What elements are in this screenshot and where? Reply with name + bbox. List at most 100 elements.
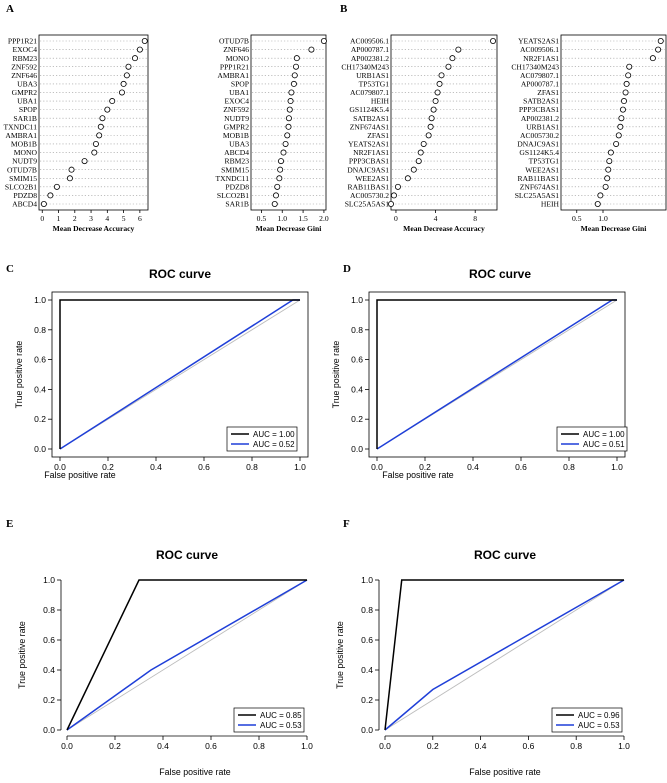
dotplot-label: OTUD7B (219, 37, 249, 46)
dotplot-point (415, 158, 422, 165)
dotplot-point (277, 166, 284, 173)
dotplot-tick-label: 4 (105, 214, 109, 223)
dotplot-point (120, 80, 127, 87)
dotplot-frame (560, 34, 667, 211)
panel-letter-c: C (6, 263, 14, 275)
roc-series-line (59, 299, 300, 449)
dotplot-label: TP53TG1 (529, 157, 560, 166)
dotplot-point (96, 132, 103, 139)
dotplot-label: CH17340M243 (341, 62, 389, 71)
dotplot-point (604, 175, 611, 182)
dotplot-point (606, 158, 613, 165)
roc-y-tick-label: 0.2 (43, 695, 55, 705)
dotplot-point (623, 80, 630, 87)
roc-legend-label: AUC = 0.52 (253, 440, 295, 449)
dotplot-label: SAR1B (13, 114, 37, 123)
roc-y-tick-label: 0.2 (361, 695, 373, 705)
dotplot-tick-label: 1.0 (278, 214, 288, 223)
dotplot-label: AP002381.2 (521, 114, 559, 123)
roc-xlabel: False positive rate (159, 767, 230, 777)
panel-letter-a: A (6, 3, 14, 15)
dotplot-point (285, 123, 292, 130)
roc-y-tick-label: 0.0 (361, 725, 373, 735)
roc-diagonal (384, 579, 625, 731)
roc-plot-d: 0.0 0.0 0.2 0.2 0.4 0.4 0.6 0.6 0.8 0.8 1.0 1.0 Fals… (331, 291, 628, 480)
dotplot-tick-label: 6 (138, 214, 142, 223)
dotplot-label: AC009506.1 (350, 37, 389, 46)
dotplot-label: NR2F1AS1 (353, 148, 389, 157)
dotplot-point (66, 175, 73, 182)
dotplot-point (649, 55, 656, 62)
roc-legend-label: AUC = 1.00 (583, 430, 625, 439)
roc-x-tick-label: 0.2 (102, 462, 114, 472)
dotplot-point (290, 80, 297, 87)
dotplot-point (445, 63, 452, 70)
dotplot-label: GMPR2 (12, 88, 38, 97)
dotplot-point (91, 149, 98, 156)
dotplot-point (287, 98, 294, 105)
dotplot-point (97, 123, 104, 130)
roc-xlabel: False positive rate (469, 767, 540, 777)
dotplot-xlabel: Mean Decrease Accuracy (53, 224, 135, 233)
dotplot-point (594, 200, 601, 207)
roc-y-tick-label: 0.6 (351, 355, 363, 365)
dotplot-label: PPP3CBAS1 (349, 157, 389, 166)
roc-frame (368, 291, 626, 458)
dotplot-xlabel: Mean Decrease Gini (581, 224, 647, 233)
dotplot-point (286, 106, 293, 113)
dotplot-label: GS1124K5.4 (349, 105, 389, 114)
roc-x-tick-label: 0.8 (570, 741, 582, 751)
dotplot-label: AP000787.1 (521, 79, 559, 88)
dotplot-point (280, 149, 287, 156)
dotplot-point (272, 192, 279, 199)
dotplot-label: GS1124K5.4 (519, 148, 559, 157)
roc-y-tick-label: 1.0 (351, 295, 363, 305)
dotplot-frame (250, 34, 327, 211)
dotplot-label: ZNF674AS1 (350, 122, 389, 131)
roc-title-d: ROC curve (469, 267, 531, 281)
roc-y-tick-label: 0.6 (361, 635, 373, 645)
dotplot-label: OTUD7B (7, 165, 37, 174)
dotplot-label: AC009506.1 (520, 45, 559, 54)
dotplot-point (655, 46, 662, 53)
dotplot-point (434, 89, 441, 96)
dotplot-label: SMIM15 (9, 174, 37, 183)
dotplot-label: YEATS2AS1 (348, 140, 389, 149)
dotplot-label: UBA1 (17, 97, 37, 106)
dotplot-label: PDZD8 (13, 191, 37, 200)
dotplot-tick-label: 2.0 (319, 214, 329, 223)
dotplot-label: ZNF646 (11, 71, 37, 80)
dotplot-label: SLC25A5AS1 (515, 191, 560, 200)
roc-y-tick-label: 0.0 (34, 444, 46, 454)
dotplot-point (657, 38, 664, 45)
roc-series-line (384, 579, 625, 731)
dotplot-point (619, 106, 626, 113)
dotplot-label: WEE2AS1 (525, 165, 559, 174)
dotplot-label: SATB2AS1 (353, 114, 389, 123)
dotplot-tick-label: 0 (40, 214, 44, 223)
dotplot-label: SMIM15 (221, 165, 249, 174)
roc-x-tick-label: 0.4 (467, 462, 479, 472)
dotplot-label: EXOC4 (13, 45, 38, 54)
dotplot-point (288, 89, 295, 96)
roc-y-tick-label: 0.2 (351, 414, 363, 424)
roc-y-tick-label: 0.6 (34, 355, 46, 365)
dotplot-point (607, 149, 614, 156)
roc-legend-box (556, 426, 628, 452)
dotplot-point (104, 106, 111, 113)
dotplot-label: AC079807.1 (520, 71, 559, 80)
roc-x-tick-label: 1.0 (294, 462, 306, 472)
roc-x-tick-label: 0.2 (419, 462, 431, 472)
dotplot-point (490, 38, 497, 45)
dotplot-point (40, 200, 47, 207)
dotplot-label: AMBRA1 (217, 71, 249, 80)
dotplot-point (404, 175, 411, 182)
roc-ylabel: True positive rate (335, 621, 345, 689)
dotplot-point (432, 98, 439, 105)
dotplot-label: ABCD4 (224, 148, 249, 157)
roc-title-e: ROC curve (156, 548, 218, 562)
dotplot-point (605, 166, 612, 173)
roc-x-tick-label: 0.2 (427, 741, 439, 751)
